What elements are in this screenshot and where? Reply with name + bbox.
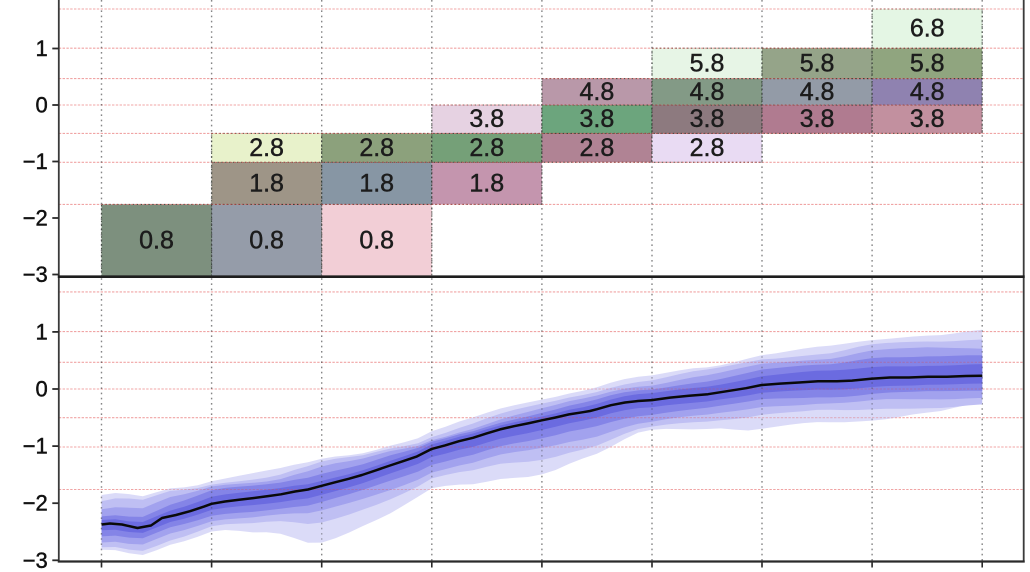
svg-text:3.8: 3.8	[910, 105, 945, 133]
svg-text:3.8: 3.8	[690, 105, 725, 133]
svg-text:4.8: 4.8	[690, 78, 725, 106]
svg-text:3.8: 3.8	[469, 105, 504, 133]
svg-text:2.8: 2.8	[469, 134, 504, 162]
svg-text:0.8: 0.8	[359, 227, 394, 255]
svg-text:5.8: 5.8	[690, 49, 725, 77]
svg-text:3.8: 3.8	[800, 105, 835, 133]
svg-text:4.8: 4.8	[580, 78, 615, 106]
svg-text:2.8: 2.8	[359, 134, 394, 162]
svg-text:6.8: 6.8	[910, 15, 945, 43]
svg-text:1: 1	[36, 36, 48, 61]
svg-text:4.8: 4.8	[910, 78, 945, 106]
svg-text:5.8: 5.8	[800, 49, 835, 77]
svg-text:−2: −2	[23, 491, 48, 516]
svg-text:0: 0	[36, 377, 48, 402]
svg-text:1: 1	[36, 319, 48, 344]
svg-text:−1: −1	[23, 149, 48, 174]
svg-text:−1: −1	[23, 434, 48, 459]
svg-text:1.8: 1.8	[469, 169, 504, 197]
svg-text:2.8: 2.8	[690, 134, 725, 162]
svg-text:0: 0	[36, 93, 48, 118]
svg-text:4.8: 4.8	[800, 78, 835, 106]
svg-text:2.8: 2.8	[580, 134, 615, 162]
svg-text:−3: −3	[23, 548, 48, 572]
svg-text:−3: −3	[23, 262, 48, 287]
svg-text:5.8: 5.8	[910, 49, 945, 77]
svg-text:−2: −2	[23, 206, 48, 231]
svg-text:2.8: 2.8	[249, 134, 284, 162]
svg-text:1.8: 1.8	[359, 169, 394, 197]
svg-text:0.8: 0.8	[249, 227, 284, 255]
svg-text:1.8: 1.8	[249, 169, 284, 197]
svg-text:0.8: 0.8	[139, 227, 174, 255]
svg-text:3.8: 3.8	[580, 105, 615, 133]
